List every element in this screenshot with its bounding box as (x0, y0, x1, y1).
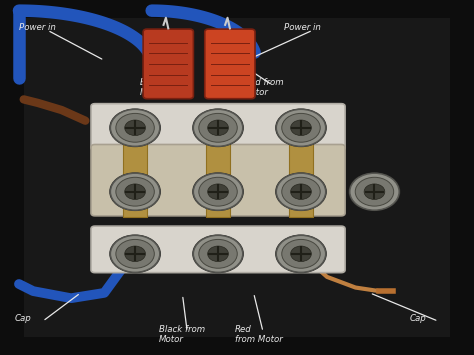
Circle shape (291, 246, 311, 262)
Circle shape (193, 109, 243, 146)
Text: Cap: Cap (410, 314, 427, 323)
Circle shape (125, 246, 146, 262)
Circle shape (276, 109, 326, 146)
Text: Red from
Motor: Red from Motor (244, 78, 284, 98)
Text: Power in: Power in (284, 23, 321, 32)
Circle shape (291, 184, 311, 200)
Text: Black from
Motor: Black from Motor (159, 325, 205, 344)
Circle shape (208, 120, 228, 136)
Circle shape (110, 173, 160, 210)
FancyBboxPatch shape (91, 144, 345, 216)
FancyBboxPatch shape (91, 226, 345, 273)
FancyBboxPatch shape (205, 29, 255, 99)
Circle shape (275, 234, 327, 273)
Circle shape (282, 177, 320, 206)
Circle shape (282, 113, 320, 142)
Circle shape (348, 172, 401, 211)
Circle shape (193, 173, 243, 210)
Circle shape (192, 172, 244, 211)
Text: Red
from Motor: Red from Motor (235, 325, 283, 344)
Circle shape (355, 177, 394, 206)
Circle shape (109, 108, 161, 147)
Circle shape (291, 120, 311, 136)
Circle shape (192, 108, 244, 147)
Circle shape (125, 184, 146, 200)
Circle shape (282, 239, 320, 268)
Circle shape (208, 184, 228, 200)
Circle shape (110, 235, 160, 272)
Circle shape (116, 177, 155, 206)
FancyBboxPatch shape (91, 104, 345, 150)
Circle shape (110, 109, 160, 146)
Circle shape (276, 173, 326, 210)
Circle shape (275, 172, 327, 211)
Circle shape (199, 177, 237, 206)
Circle shape (116, 113, 155, 142)
Text: Power in: Power in (19, 23, 56, 32)
Circle shape (193, 235, 243, 272)
Circle shape (350, 173, 399, 210)
Circle shape (192, 234, 244, 273)
Circle shape (199, 113, 237, 142)
Circle shape (199, 239, 237, 268)
Text: Black from
Motor: Black from Motor (140, 78, 186, 98)
Circle shape (275, 108, 327, 147)
Circle shape (364, 184, 385, 200)
Circle shape (109, 234, 161, 273)
Bar (289, 138, 313, 217)
Circle shape (276, 235, 326, 272)
Bar (123, 138, 147, 217)
Bar (206, 138, 230, 217)
Circle shape (125, 120, 146, 136)
Circle shape (116, 239, 155, 268)
Text: Cap: Cap (14, 314, 31, 323)
Circle shape (208, 246, 228, 262)
Circle shape (109, 172, 161, 211)
FancyBboxPatch shape (143, 29, 193, 99)
